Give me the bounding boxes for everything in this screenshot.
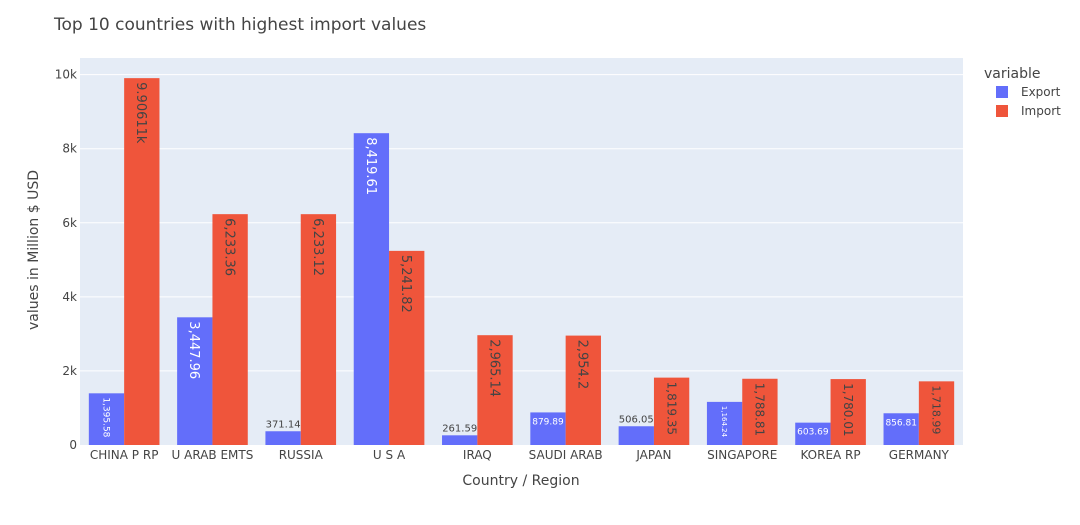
data-label: 261.59 (442, 423, 477, 434)
data-label: 603.69 (797, 428, 829, 438)
data-label: 2,965.14 (486, 339, 501, 397)
bar-export (353, 133, 390, 445)
bar-import (918, 381, 955, 445)
bar-export (88, 393, 125, 445)
bar-import (389, 250, 425, 445)
legend-swatch-export (996, 86, 1008, 98)
data-label: 856.81 (885, 418, 917, 428)
x-tick-label: GERMANY (889, 448, 950, 462)
data-label: 1,718.99 (930, 385, 943, 434)
bar-export (530, 412, 566, 445)
x-tick-label: CHINA P RP (90, 448, 159, 462)
bar-export (442, 435, 478, 445)
bar-export (618, 426, 654, 445)
legend-label-import: Import (1021, 104, 1061, 118)
data-label: 1,395.58 (100, 397, 110, 437)
data-label: 879.89 (532, 417, 564, 427)
y-tick-label: 8k (62, 142, 77, 156)
x-axis-ticks: CHINA P RP U ARAB EMTS RUSSIA U S A IRAQ SAUD… (90, 448, 950, 462)
y-tick-label: 0 (69, 438, 77, 452)
y-axis-ticks: 0 2k 4k 6k 8k 10k (55, 68, 77, 452)
data-labels: 1,395.58 9.90611k 3,447.96 6,233.36 371.14 6,… (100, 82, 942, 438)
bar-import (212, 214, 248, 445)
bar-import (830, 379, 866, 445)
data-label: 1,819.35 (664, 382, 678, 435)
bars (88, 78, 955, 445)
data-label: 1,780.01 (841, 383, 855, 436)
y-axis-title: values in Million $ USD (26, 170, 42, 330)
data-label: 3,447.96 (186, 321, 201, 379)
x-tick-label: SAUDI ARAB (529, 448, 603, 462)
legend-title: variable (984, 66, 1040, 82)
data-label: 1,164.24 (720, 406, 728, 438)
bar-export (795, 422, 831, 445)
x-tick-label: U S A (373, 448, 406, 462)
bar-export (265, 431, 301, 445)
bar-export (177, 317, 213, 445)
x-tick-label: U ARAB EMTS (172, 448, 254, 462)
bar-import (477, 335, 513, 445)
data-label: 2,954.2 (575, 340, 590, 390)
bar-import (565, 335, 601, 445)
bar-import (124, 78, 160, 445)
x-tick-label: JAPAN (635, 448, 671, 462)
y-tick-label: 2k (62, 364, 77, 378)
data-label: 6,233.36 (222, 218, 237, 276)
data-label: 506.05 (619, 414, 654, 425)
legend-swatch-import (996, 105, 1008, 117)
x-tick-label: KOREA RP (800, 448, 860, 462)
legend-label-export: Export (1021, 85, 1061, 99)
bar-export (706, 401, 743, 445)
data-label: 9.90611k (133, 82, 148, 144)
bar-import (300, 214, 337, 445)
legend: variable Export Import (984, 66, 1061, 118)
data-label: 371.14 (266, 419, 301, 430)
y-tick-label: 10k (55, 68, 77, 82)
data-label: 1,788.81 (753, 383, 767, 436)
bar-import (653, 377, 690, 445)
y-tick-label: 4k (62, 290, 77, 304)
x-tick-label: IRAQ (463, 448, 492, 462)
x-tick-label: RUSSIA (279, 448, 324, 462)
data-label: 6,233.12 (310, 218, 325, 276)
y-tick-label: 6k (62, 216, 77, 230)
bar-export (883, 413, 919, 445)
x-tick-label: SINGAPORE (707, 448, 777, 462)
chart-title: Top 10 countries with highest import val… (53, 15, 426, 35)
data-label: 8,419.61 (363, 137, 378, 195)
x-axis-title: Country / Region (462, 473, 579, 489)
bar-import (742, 378, 778, 445)
data-label: 5,241.82 (398, 255, 413, 313)
